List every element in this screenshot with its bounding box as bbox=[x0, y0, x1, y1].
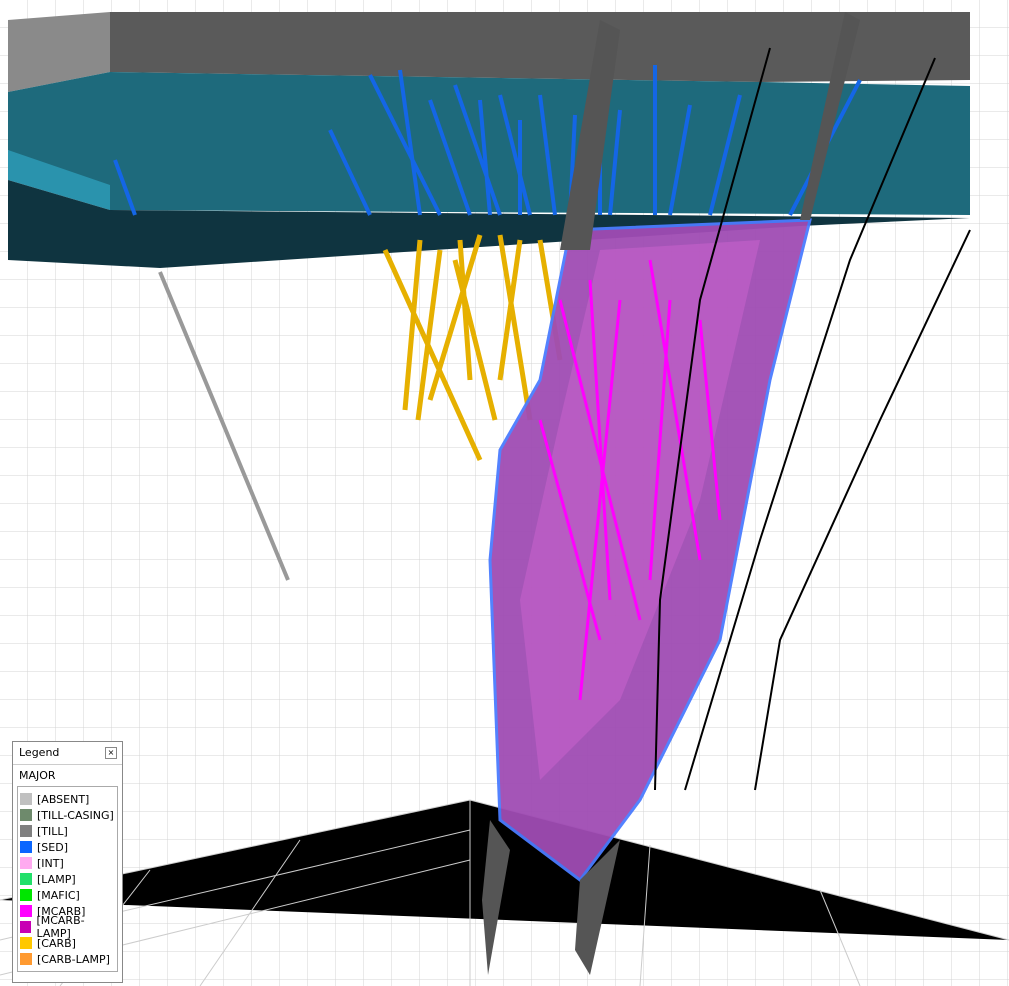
close-button[interactable]: × bbox=[105, 747, 117, 759]
legend-swatch bbox=[20, 905, 32, 917]
legend-swatch bbox=[20, 809, 32, 821]
sed-layer bbox=[8, 72, 970, 215]
legend-header: Legend × bbox=[13, 742, 122, 765]
legend-label: [INT] bbox=[37, 856, 64, 870]
legend-item: [SED] bbox=[20, 839, 115, 855]
legend-swatch bbox=[20, 857, 32, 869]
legend-item: [INT] bbox=[20, 855, 115, 871]
legend-item: [LAMP] bbox=[20, 871, 115, 887]
legend-panel: Legend × MAJOR [ABSENT] [TILL-CASING] [TILL… bbox=[12, 741, 123, 983]
top-slab bbox=[110, 12, 970, 82]
legend-group: MAJOR bbox=[19, 769, 56, 782]
legend-label: [TILL] bbox=[37, 824, 68, 838]
legend-item: [ABSENT] bbox=[20, 791, 115, 807]
legend-swatch bbox=[20, 921, 32, 933]
drill-holes-mcarb bbox=[538, 259, 722, 701]
legend-item: [MCARB] bbox=[20, 903, 115, 919]
top-slab-side bbox=[8, 12, 110, 92]
legend-item: [CARB-LAMP] bbox=[20, 951, 115, 967]
sed-layer-side bbox=[8, 150, 110, 210]
legend-label: [MCARB] bbox=[37, 904, 86, 918]
legend-swatch bbox=[20, 953, 32, 965]
legend-items: [ABSENT] [TILL-CASING] [TILL] [SED] [INT] [LA… bbox=[17, 786, 118, 972]
legend-swatch bbox=[20, 889, 32, 901]
drill-holes-carb bbox=[382, 234, 563, 462]
legend-label: [MAFIC] bbox=[37, 888, 80, 902]
legend-swatch bbox=[20, 841, 32, 853]
base-slab bbox=[8, 180, 970, 268]
legend-item: [TILL-CASING] bbox=[20, 807, 115, 823]
legend-label: [CARB-LAMP] bbox=[37, 952, 110, 966]
legend-swatch bbox=[20, 873, 32, 885]
legend-item: [TILL] bbox=[20, 823, 115, 839]
drill-hole-grey bbox=[158, 271, 290, 581]
legend-swatch bbox=[20, 793, 32, 805]
legend-label: [TILL-CASING] bbox=[37, 808, 114, 822]
legend-label: [SED] bbox=[37, 840, 68, 854]
legend-item: [MAFIC] bbox=[20, 887, 115, 903]
legend-label: [MCARB-LAMP] bbox=[36, 914, 85, 940]
legend-title: Legend bbox=[19, 746, 60, 759]
legend-swatch bbox=[20, 937, 32, 949]
drill-holes-black bbox=[654, 47, 971, 791]
legend-label: [LAMP] bbox=[37, 872, 76, 886]
legend-item: [MCARB-LAMP] bbox=[20, 914, 115, 940]
legend-label: [ABSENT] bbox=[37, 792, 90, 806]
legend-item: [CARB] bbox=[20, 935, 115, 951]
legend-swatch bbox=[20, 825, 32, 837]
legend-label: [CARB] bbox=[37, 936, 76, 950]
